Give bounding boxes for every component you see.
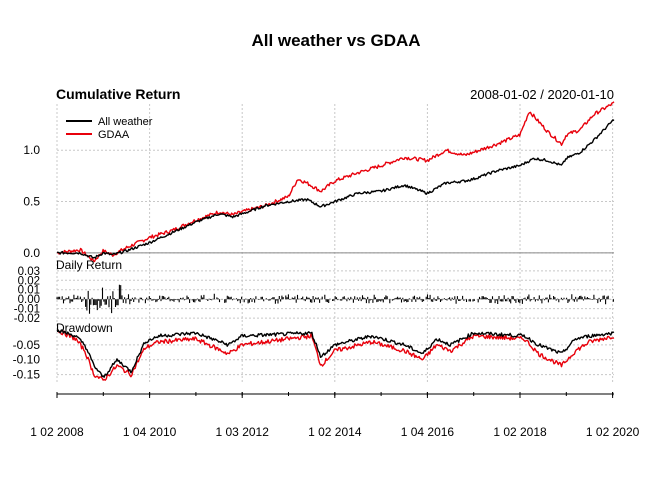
x-tick-label: 1 02 2018 (493, 425, 547, 439)
series-line-all-weather (56, 119, 615, 259)
x-tick-label: 1 02 2020 (586, 425, 640, 439)
legend-label: All weather (98, 116, 153, 128)
y-tick-label: 0.01 (18, 285, 40, 297)
x-tick-label: 1 04 2010 (123, 425, 177, 439)
y-tick-label: 0.5 (23, 195, 40, 209)
daily-return-label: Daily Return (56, 258, 122, 272)
drawdown-line-all-weather (56, 329, 615, 378)
y-tick-label: -0.01 (14, 304, 40, 316)
series-line-gdaa (56, 101, 615, 263)
y-tick-label: -0.10 (13, 353, 41, 367)
labels-layer: 1 02 2008 1 04 2010 1 03 2012 1 02 2014 1 04… (13, 143, 640, 439)
drawdown-line-gdaa (56, 329, 615, 381)
y-tick-label: 1.0 (23, 143, 40, 157)
daily-return-bars (56, 284, 614, 314)
y-tick-label: 0.03 (18, 266, 40, 278)
chart-title: All weather vs GDAA (251, 31, 420, 50)
cumulative-return-label: Cumulative Return (56, 86, 180, 102)
x-tick-label: 1 02 2008 (30, 425, 84, 439)
y-tick-label: -0.05 (13, 338, 41, 352)
grid-layer (56, 104, 614, 398)
y-tick-label: -0.15 (13, 368, 41, 382)
y-tick-label: 0.0 (23, 246, 40, 260)
y-tick-label: -0.02 (14, 313, 40, 325)
drawdown-label: Drawdown (56, 321, 113, 335)
series-layer (56, 101, 615, 381)
y-tick-label: 0.02 (18, 275, 40, 287)
x-tick-label: 1 03 2012 (216, 425, 270, 439)
x-tick-label: 1 04 2016 (401, 425, 455, 439)
x-tick-label: 1 02 2014 (308, 425, 362, 439)
y-tick-label: 0.00 (18, 294, 40, 306)
legend-label: GDAA (98, 129, 130, 141)
date-range-label: 2008-01-02 / 2020-01-10 (470, 87, 614, 102)
